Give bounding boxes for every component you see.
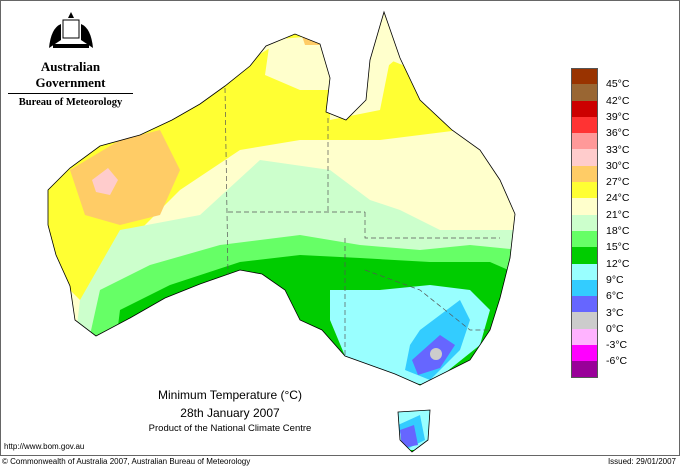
temperature-legend: 45°C 42°C 39°C 36°C 33°C 30°C 27°C 24°C 21°C 18°C…: [571, 68, 629, 378]
legend-swatch: [571, 116, 598, 134]
legend-label: 0°C: [606, 322, 624, 335]
legend-label: 3°C: [606, 306, 624, 319]
band-30-33: [92, 168, 118, 195]
legend-swatch: [571, 296, 598, 313]
legend-label: 24°C: [606, 192, 630, 205]
legend-label: -3°C: [606, 339, 628, 352]
legend-swatch: [571, 133, 598, 150]
legend-swatch: [571, 263, 598, 280]
legend-label: 27°C: [606, 176, 630, 189]
legend-swatch: [571, 279, 598, 297]
band-3-6: [400, 335, 455, 448]
legend-label: 12°C: [606, 257, 630, 270]
map-product: Product of the National Climate Centre: [148, 423, 312, 434]
legend-swatch: [571, 198, 598, 215]
legend-label: 33°C: [606, 143, 630, 156]
legend-swatch: [571, 247, 598, 264]
map-title: Minimum Temperature (°C): [158, 388, 302, 402]
logo-line-1: Australian Government: [35, 59, 106, 90]
bom-url-link[interactable]: http://www.bom.gov.au: [4, 442, 85, 451]
band-27-30: [70, 130, 180, 225]
legend-swatch: [571, 100, 598, 117]
legend-label: 42°C: [606, 94, 630, 107]
band-6-9: [398, 300, 470, 450]
legend-label: 6°C: [606, 290, 624, 303]
legend-label: 36°C: [606, 127, 630, 140]
issued-date: Issued: 29/01/2007: [607, 457, 676, 466]
legend-swatch: [571, 214, 598, 231]
legend-swatch: [571, 345, 598, 362]
tasmania-outline: [397, 409, 431, 453]
legend-label: 18°C: [606, 225, 630, 237]
legend-swatch: [571, 182, 598, 199]
legend-label: 15°C: [606, 241, 630, 254]
legend-swatch: [571, 165, 598, 183]
legend-label: 9°C: [606, 273, 624, 286]
state-borders: [224, 87, 500, 356]
legend-swatch: [571, 149, 598, 166]
legend-swatch: [571, 361, 598, 378]
legend-label: 21°C: [606, 208, 630, 221]
legend-label: 45°C: [606, 78, 630, 91]
legend-swatch: [571, 84, 598, 101]
band-0-3: [430, 348, 442, 360]
legend-swatch: [571, 68, 598, 85]
legend-swatch: [571, 328, 598, 346]
logo-line-2: Bureau of Meteorology: [8, 93, 133, 108]
legend-label: -6°C: [606, 355, 628, 368]
coat-of-arms-icon: [48, 12, 93, 48]
legend-label: 30°C: [606, 159, 630, 172]
map-date: 28th January 2007: [180, 406, 280, 420]
australian-government-logo: Australian Government Bureau of Meteorol…: [8, 10, 133, 108]
copyright-text: © Commonwealth of Australia 2007, Austra…: [2, 457, 251, 466]
legend-swatch: [571, 230, 598, 248]
legend-label: 39°C: [606, 110, 630, 123]
legend-swatch: [571, 312, 598, 329]
